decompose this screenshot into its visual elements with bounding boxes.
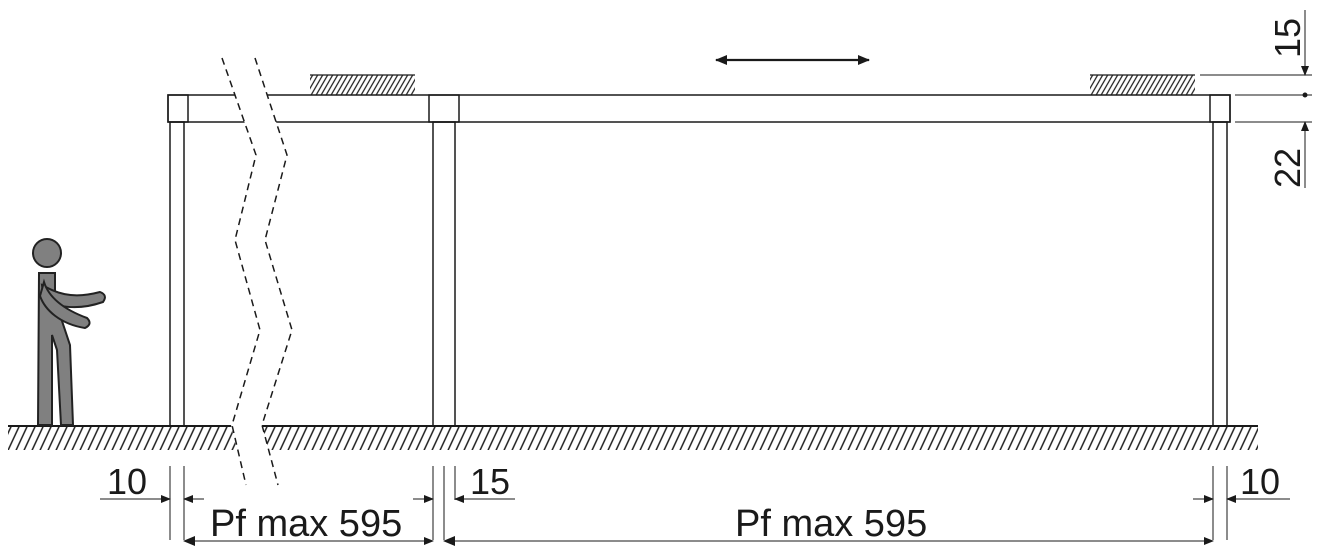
coil-left xyxy=(310,74,415,95)
top-beam xyxy=(167,94,1231,123)
ground xyxy=(8,425,1258,450)
extension-lines xyxy=(169,466,1228,540)
dim-beam-top: 15 xyxy=(1267,18,1308,58)
dim-span-right: Pf max 595 xyxy=(735,503,927,545)
vertical-dimension xyxy=(1200,10,1312,188)
post-middle xyxy=(428,94,460,427)
break-gap xyxy=(221,57,293,486)
post-right xyxy=(1209,94,1231,427)
dim-left-post: 10 xyxy=(107,461,147,502)
coil-right xyxy=(1090,74,1195,95)
post-left xyxy=(167,94,189,427)
dimension-lines xyxy=(100,495,1290,546)
dim-right-post: 10 xyxy=(1240,461,1280,502)
dim-beam-height: 22 xyxy=(1267,148,1308,188)
person-icon xyxy=(32,238,106,426)
dim-middle-post: 15 xyxy=(470,461,510,502)
dim-span-left: Pf max 595 xyxy=(210,503,402,545)
